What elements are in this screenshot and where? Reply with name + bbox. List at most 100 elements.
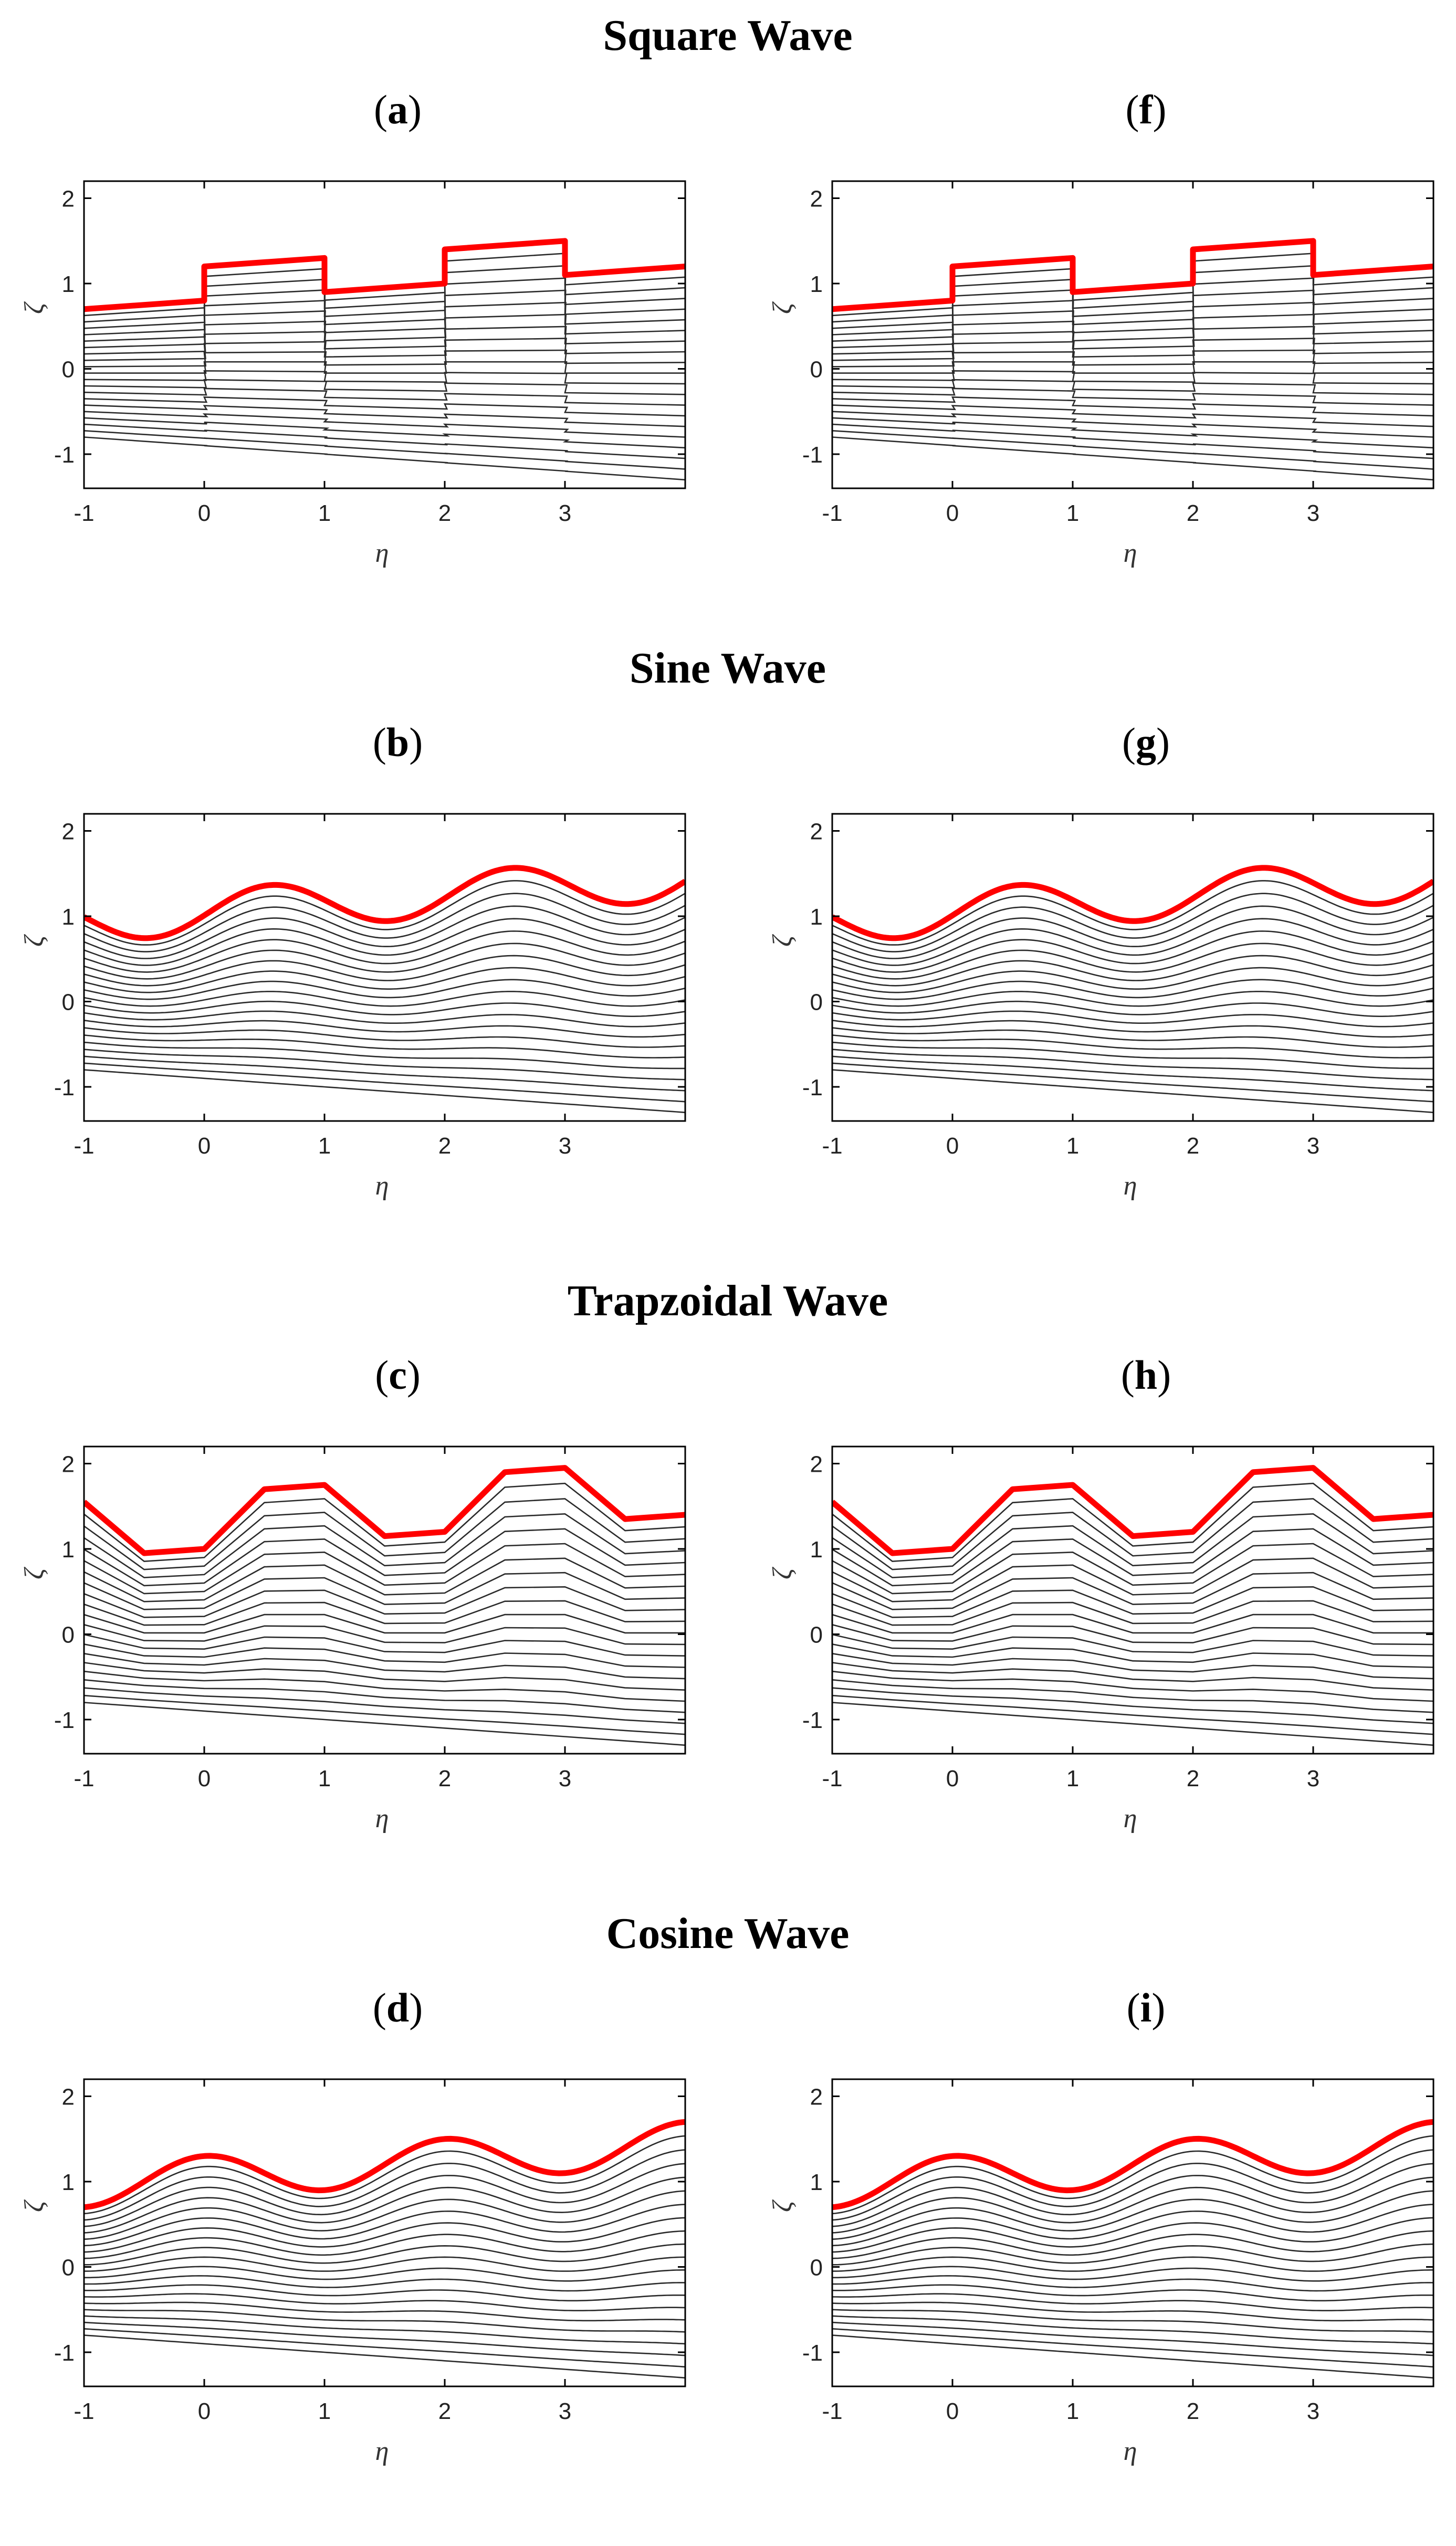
streamline xyxy=(832,1020,1433,1038)
streamline xyxy=(84,1513,685,1578)
top-boundary-curve xyxy=(832,865,1433,941)
x-axis-label: η xyxy=(1124,1171,1137,1201)
streamline xyxy=(832,1000,1433,1017)
y-tick-label: 1 xyxy=(62,2170,75,2195)
streamline xyxy=(84,1055,685,1092)
streamline xyxy=(84,1600,685,1626)
streamline xyxy=(84,967,685,993)
panel-g: (g) -1 0 1 2 3 -1 0 1 2 η ζ xyxy=(768,719,1434,1201)
x-tick-label: 0 xyxy=(198,500,211,526)
y-axis-label: ζ xyxy=(768,1567,798,1579)
x-axis-label: η xyxy=(375,2436,389,2466)
streamline xyxy=(832,955,1433,987)
y-tick-label: 2 xyxy=(62,1452,75,1478)
streamline xyxy=(832,930,1433,973)
plot-area xyxy=(84,865,685,1114)
x-tick-label: 2 xyxy=(438,1766,451,1791)
streamline xyxy=(832,253,1433,317)
axes-frame xyxy=(831,2078,1434,2387)
x-tick-label: 3 xyxy=(559,1133,571,1159)
streamline xyxy=(832,1027,1433,1048)
streamline xyxy=(84,2301,685,2322)
streamline xyxy=(832,991,1433,1007)
panel-letter: c xyxy=(389,1352,407,1398)
y-tick-label: 0 xyxy=(62,2255,75,2281)
streamline xyxy=(84,2334,685,2379)
streamline xyxy=(84,338,685,361)
y-tick-label: 1 xyxy=(810,1537,823,1563)
x-tick-label: 3 xyxy=(1307,1133,1319,1159)
panel-letter: i xyxy=(1140,1985,1152,2030)
x-tick-label: 2 xyxy=(438,500,451,526)
streamline xyxy=(84,2284,685,2302)
panel-letter: h xyxy=(1135,1352,1157,1398)
streamline xyxy=(832,1041,1433,1070)
x-tick-label: 0 xyxy=(198,2398,211,2424)
streamline xyxy=(84,1062,685,1103)
streamline xyxy=(84,361,685,374)
x-tick-label: 3 xyxy=(559,2398,571,2424)
streamline xyxy=(84,1670,685,1702)
streamline xyxy=(832,338,1433,361)
streamline xyxy=(832,2230,1433,2259)
streamline xyxy=(832,387,1433,406)
streamline xyxy=(84,2309,685,2333)
streamline xyxy=(832,2204,1433,2247)
y-tick-label: -1 xyxy=(54,442,75,468)
streamline xyxy=(84,2190,685,2240)
streamline xyxy=(84,1571,685,1610)
x-tick-label: 1 xyxy=(1066,1133,1079,1159)
streamline xyxy=(832,436,1433,481)
x-tick-label: 1 xyxy=(318,2398,331,2424)
x-tick-label: 2 xyxy=(438,2398,451,2424)
streamline xyxy=(832,417,1433,449)
panel-d: (d) -1 0 1 2 3 -1 0 1 2 η ζ xyxy=(19,1985,686,2466)
streamline xyxy=(832,2176,1433,2234)
axes-frame xyxy=(831,813,1434,1122)
x-tick-label: 0 xyxy=(946,1766,959,1791)
streamline xyxy=(84,411,685,438)
x-tick-label: -1 xyxy=(822,1766,842,1791)
y-axis-label: ζ xyxy=(19,2199,49,2212)
y-tick-label: 0 xyxy=(810,990,823,1015)
x-axis-label: η xyxy=(375,538,389,568)
streamline xyxy=(832,2301,1433,2322)
x-tick-label: 2 xyxy=(1187,500,1199,526)
streamline xyxy=(832,918,1433,966)
streamline xyxy=(84,1000,685,1017)
streamline xyxy=(84,396,685,417)
y-axis-label: ζ xyxy=(768,934,798,947)
streamline xyxy=(832,905,1433,959)
streamline xyxy=(832,361,1433,374)
streamline xyxy=(832,396,1433,417)
x-tick-label: 3 xyxy=(559,500,571,526)
panel-b: (b) -1 0 1 2 3 -1 0 1 2 η ζ xyxy=(19,719,686,1201)
x-tick-label: -1 xyxy=(822,500,842,526)
x-tick-label: 2 xyxy=(438,1133,451,1159)
streamline xyxy=(832,1543,1433,1595)
y-tick-label: 0 xyxy=(62,1622,75,1648)
x-axis-label: η xyxy=(1124,1804,1137,1833)
panel-label-c: (c) xyxy=(375,1352,421,1398)
y-tick-label: -1 xyxy=(802,442,823,468)
streamline xyxy=(832,880,1433,946)
streamline xyxy=(84,1498,685,1570)
streamline xyxy=(832,1049,1433,1081)
streamline xyxy=(84,893,685,952)
streamline xyxy=(84,1679,685,1713)
streamline xyxy=(832,1687,1433,1724)
x-axis-label: η xyxy=(1124,2436,1137,2466)
x-tick-label: 3 xyxy=(559,1766,571,1791)
y-tick-label: 1 xyxy=(810,2170,823,2195)
x-tick-label: 1 xyxy=(318,1766,331,1791)
streamline xyxy=(84,880,685,946)
streamline xyxy=(832,2135,1433,2215)
section-title: Square Wave xyxy=(603,11,852,60)
y-tick-label: 1 xyxy=(810,271,823,297)
section-title: Cosine Wave xyxy=(606,1909,850,1958)
streamline xyxy=(832,1653,1433,1680)
panel-f: (f) -1 0 1 2 3 -1 0 1 2 η ζ xyxy=(768,87,1434,568)
streamline xyxy=(84,423,685,459)
x-tick-label: 2 xyxy=(1187,1133,1199,1159)
